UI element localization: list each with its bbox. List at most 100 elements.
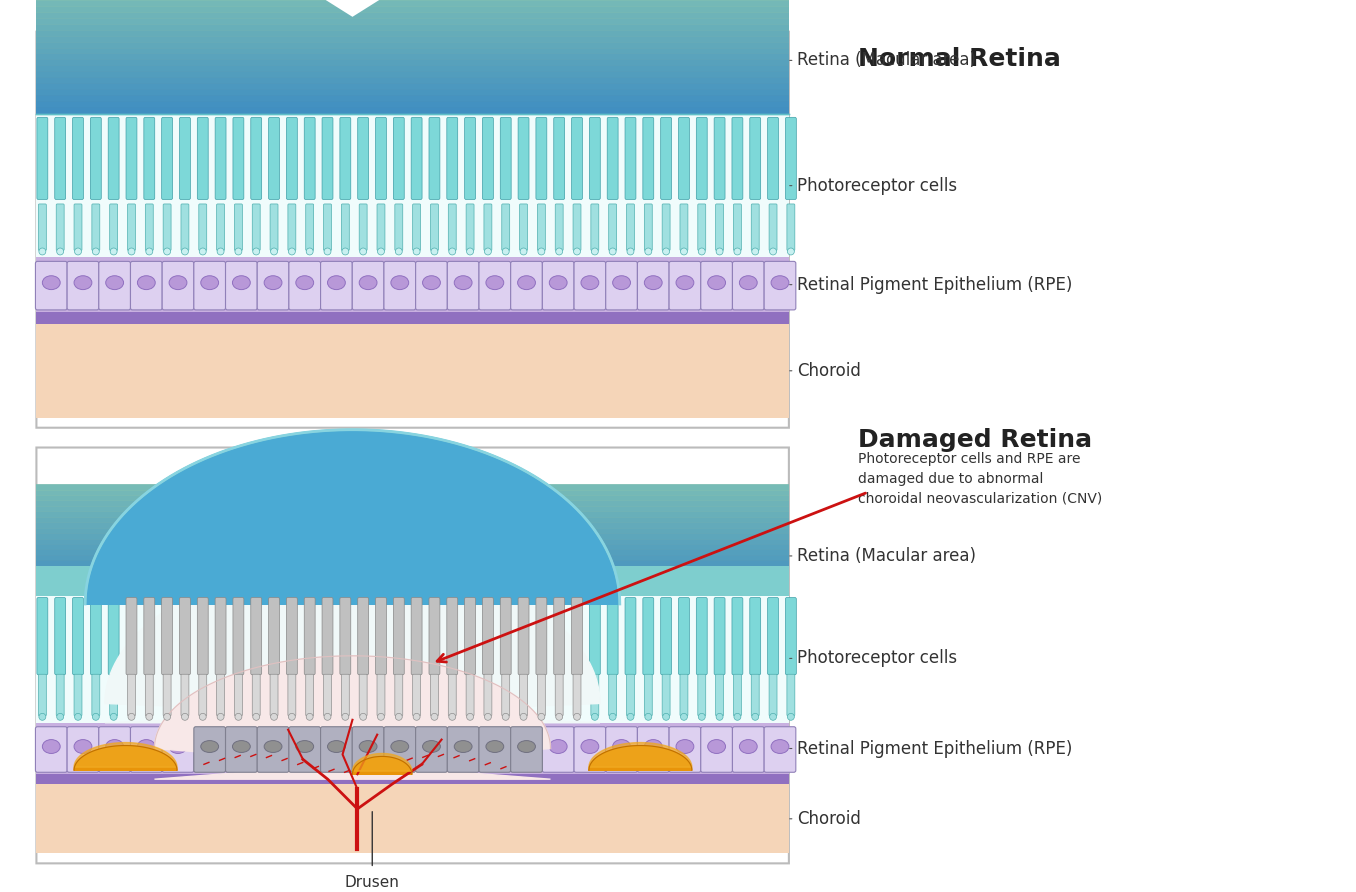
- FancyBboxPatch shape: [625, 118, 636, 200]
- Text: Photoreceptor cells: Photoreceptor cells: [797, 649, 957, 667]
- FancyBboxPatch shape: [377, 674, 385, 716]
- FancyBboxPatch shape: [669, 261, 701, 310]
- FancyBboxPatch shape: [607, 118, 618, 200]
- Circle shape: [538, 714, 545, 721]
- Circle shape: [431, 714, 438, 721]
- FancyBboxPatch shape: [466, 204, 475, 251]
- Circle shape: [770, 248, 777, 255]
- FancyBboxPatch shape: [483, 118, 494, 200]
- Bar: [37, 533, 789, 540]
- FancyBboxPatch shape: [395, 204, 403, 251]
- FancyBboxPatch shape: [637, 727, 669, 772]
- FancyBboxPatch shape: [536, 118, 546, 200]
- FancyBboxPatch shape: [769, 674, 777, 716]
- FancyBboxPatch shape: [37, 32, 789, 428]
- Circle shape: [324, 714, 331, 721]
- Ellipse shape: [359, 740, 377, 753]
- Circle shape: [591, 248, 598, 255]
- Circle shape: [289, 248, 296, 255]
- FancyBboxPatch shape: [484, 204, 492, 251]
- FancyBboxPatch shape: [216, 598, 226, 674]
- FancyBboxPatch shape: [91, 118, 102, 200]
- FancyBboxPatch shape: [574, 727, 606, 772]
- FancyBboxPatch shape: [75, 674, 81, 716]
- FancyBboxPatch shape: [323, 118, 334, 200]
- FancyBboxPatch shape: [144, 118, 155, 200]
- Ellipse shape: [423, 276, 441, 290]
- Ellipse shape: [580, 739, 599, 754]
- FancyBboxPatch shape: [769, 204, 777, 251]
- Ellipse shape: [106, 739, 123, 754]
- Circle shape: [306, 248, 313, 255]
- FancyBboxPatch shape: [54, 598, 65, 674]
- FancyBboxPatch shape: [553, 118, 564, 200]
- FancyBboxPatch shape: [73, 118, 84, 200]
- FancyBboxPatch shape: [430, 674, 438, 716]
- FancyBboxPatch shape: [536, 598, 546, 674]
- FancyBboxPatch shape: [734, 674, 742, 716]
- Circle shape: [626, 714, 635, 721]
- Circle shape: [716, 714, 723, 721]
- Bar: [37, 594, 789, 723]
- FancyBboxPatch shape: [447, 118, 458, 200]
- FancyBboxPatch shape: [353, 261, 384, 310]
- Ellipse shape: [708, 739, 725, 754]
- Circle shape: [127, 248, 136, 255]
- FancyBboxPatch shape: [180, 204, 188, 251]
- FancyBboxPatch shape: [500, 118, 511, 200]
- FancyBboxPatch shape: [163, 674, 171, 716]
- Circle shape: [609, 248, 616, 255]
- Circle shape: [164, 248, 171, 255]
- Circle shape: [414, 248, 420, 255]
- FancyBboxPatch shape: [99, 261, 130, 310]
- Ellipse shape: [296, 276, 313, 290]
- FancyBboxPatch shape: [732, 598, 743, 674]
- FancyBboxPatch shape: [626, 204, 635, 251]
- FancyBboxPatch shape: [35, 261, 66, 310]
- Circle shape: [39, 714, 46, 721]
- FancyBboxPatch shape: [607, 598, 618, 674]
- FancyBboxPatch shape: [270, 204, 278, 251]
- FancyBboxPatch shape: [305, 204, 313, 251]
- Bar: [37, 550, 789, 594]
- Bar: [37, 36, 789, 43]
- FancyBboxPatch shape: [289, 261, 320, 310]
- Bar: [37, 539, 789, 545]
- FancyBboxPatch shape: [767, 598, 778, 674]
- Bar: [37, 107, 789, 114]
- Circle shape: [751, 714, 759, 721]
- FancyBboxPatch shape: [235, 204, 243, 251]
- FancyBboxPatch shape: [198, 598, 209, 674]
- Bar: [37, 523, 789, 529]
- Ellipse shape: [232, 740, 251, 753]
- Polygon shape: [353, 754, 412, 772]
- Ellipse shape: [739, 739, 757, 754]
- Circle shape: [751, 248, 759, 255]
- FancyBboxPatch shape: [251, 598, 262, 674]
- Ellipse shape: [106, 276, 123, 290]
- Circle shape: [146, 248, 153, 255]
- FancyBboxPatch shape: [110, 204, 118, 251]
- FancyBboxPatch shape: [216, 118, 226, 200]
- FancyBboxPatch shape: [179, 598, 190, 674]
- Ellipse shape: [454, 740, 472, 753]
- FancyBboxPatch shape: [145, 204, 153, 251]
- FancyBboxPatch shape: [377, 204, 385, 251]
- FancyBboxPatch shape: [511, 727, 542, 772]
- FancyBboxPatch shape: [416, 727, 447, 772]
- FancyBboxPatch shape: [502, 204, 510, 251]
- FancyBboxPatch shape: [669, 727, 701, 772]
- FancyBboxPatch shape: [38, 204, 46, 251]
- FancyBboxPatch shape: [251, 118, 262, 200]
- FancyBboxPatch shape: [342, 674, 350, 716]
- FancyBboxPatch shape: [697, 598, 708, 674]
- Ellipse shape: [137, 739, 155, 754]
- Circle shape: [57, 714, 64, 721]
- FancyBboxPatch shape: [625, 598, 636, 674]
- Circle shape: [484, 248, 491, 255]
- Ellipse shape: [423, 740, 441, 753]
- Bar: [37, 78, 789, 84]
- Circle shape: [342, 248, 348, 255]
- FancyBboxPatch shape: [342, 204, 350, 251]
- FancyBboxPatch shape: [252, 204, 260, 251]
